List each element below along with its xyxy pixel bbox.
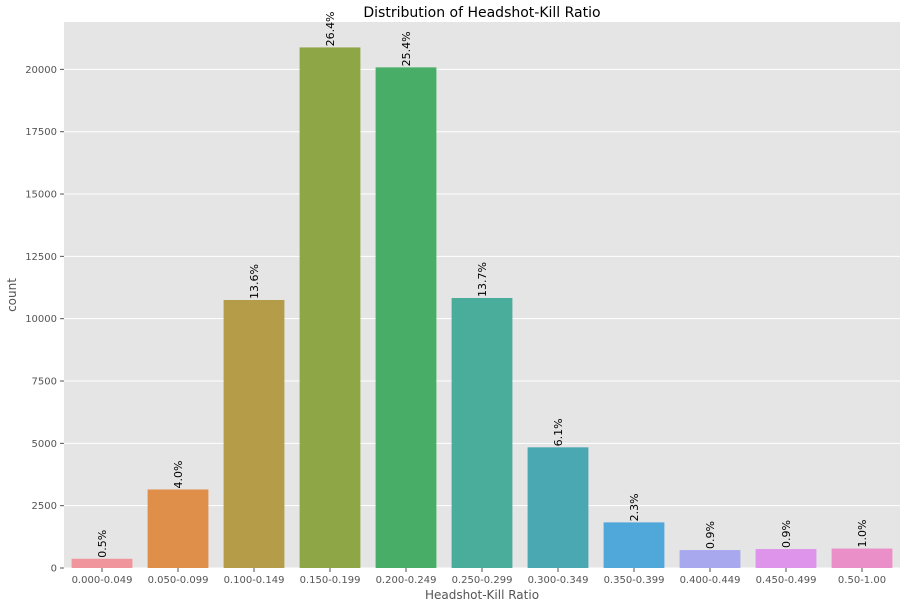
- x-tick-label: 0.50-1.00: [838, 575, 886, 586]
- chart-title: Distribution of Headshot-Kill Ratio: [363, 5, 600, 21]
- x-tick-label: 0.450-0.499: [756, 575, 817, 586]
- x-tick-label: 0.200-0.249: [376, 575, 437, 586]
- data-label: 26.4%: [324, 11, 337, 46]
- data-label: 0.5%: [96, 530, 109, 558]
- bar-0.50-1.00: [831, 548, 893, 568]
- y-tick-label: 7500: [32, 377, 57, 388]
- bar-0.100-0.149: [223, 299, 285, 568]
- bar-0.150-0.199: [299, 47, 361, 569]
- y-tick-label: 12500: [25, 252, 57, 263]
- data-label: 6.1%: [552, 418, 565, 446]
- data-label: 1.0%: [856, 520, 869, 548]
- data-label: 25.4%: [400, 31, 413, 66]
- x-tick-label: 0.100-0.149: [224, 575, 285, 586]
- x-tick-label: 0.050-0.099: [148, 575, 209, 586]
- y-tick-label: 0: [51, 564, 57, 575]
- x-tick-label: 0.300-0.349: [528, 575, 589, 586]
- x-axis-label: Headshot-Kill Ratio: [425, 588, 539, 602]
- y-tick-label: 15000: [25, 190, 57, 201]
- bar-0.300-0.349: [527, 447, 589, 568]
- data-label: 0.9%: [704, 521, 717, 549]
- data-label: 13.6%: [248, 264, 261, 299]
- bar-0.000-0.049: [71, 558, 133, 568]
- data-label: 4.0%: [172, 461, 185, 489]
- y-tick-label: 17500: [25, 127, 57, 138]
- y-tick-label: 20000: [25, 65, 57, 76]
- bar-0.400-0.449: [679, 550, 741, 568]
- x-axis-ticks: 0.000-0.049 0.050-0.099 0.100-0.149 0.150-0…: [72, 568, 886, 586]
- y-tick-label: 5000: [32, 439, 57, 450]
- data-label: 13.7%: [476, 262, 489, 297]
- y-axis-label: count: [5, 278, 19, 312]
- bar-0.450-0.499: [755, 549, 817, 568]
- data-labels: 0.5% 4.0% 13.6% 26.4% 25.4% 13.7% 6.1% 2.3% 0.9%…: [96, 11, 869, 557]
- data-label: 0.9%: [780, 520, 793, 548]
- x-tick-label: 0.350-0.399: [604, 575, 665, 586]
- x-tick-label: 0.400-0.449: [680, 575, 741, 586]
- bar-0.050-0.099: [147, 489, 209, 568]
- bar-0.350-0.399: [603, 522, 665, 568]
- bar-0.200-0.249: [375, 67, 437, 569]
- x-tick-label: 0.250-0.299: [452, 575, 513, 586]
- y-axis-ticks: 0 2500 5000 7500 10000 12500 15000 17500 20000: [25, 65, 64, 575]
- x-tick-label: 0.000-0.049: [72, 575, 133, 586]
- y-tick-label: 10000: [25, 314, 57, 325]
- x-tick-label: 0.150-0.199: [300, 575, 361, 586]
- bar-0.250-0.299: [451, 297, 513, 568]
- data-label: 2.3%: [628, 493, 641, 521]
- y-tick-label: 2500: [32, 501, 57, 512]
- bars: [71, 47, 893, 569]
